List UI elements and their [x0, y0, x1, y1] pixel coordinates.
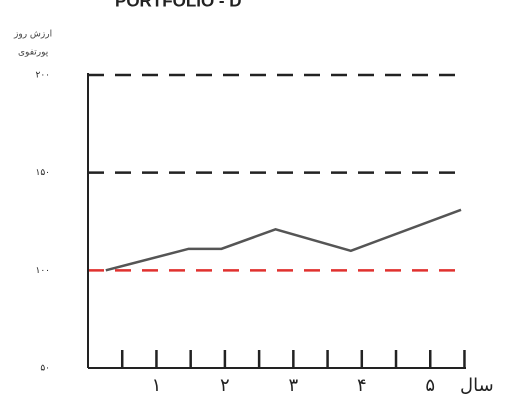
x-axis-label: سال — [460, 375, 494, 396]
chart-title: PORTFOLIO - D — [115, 0, 242, 10]
y-tick-label: ۵۰ — [40, 364, 50, 374]
x-tick-label: ۳ — [289, 375, 299, 396]
x-tick-label: ۵ — [425, 375, 435, 396]
x-tick-label: ۲ — [220, 375, 230, 396]
x-tick-label: ۱ — [152, 375, 162, 396]
y-tick-label: ۲۰۰ — [35, 71, 50, 81]
x-tick-label: ۴ — [357, 375, 367, 396]
y-tick-label: ۱۰۰ — [35, 266, 50, 276]
y-tick-label: ۱۵۰ — [35, 168, 50, 178]
y-axis-label: پورتفوی — [18, 48, 49, 58]
line — [105, 208, 462, 272]
y-axis-label: ارزش روز — [13, 30, 52, 40]
